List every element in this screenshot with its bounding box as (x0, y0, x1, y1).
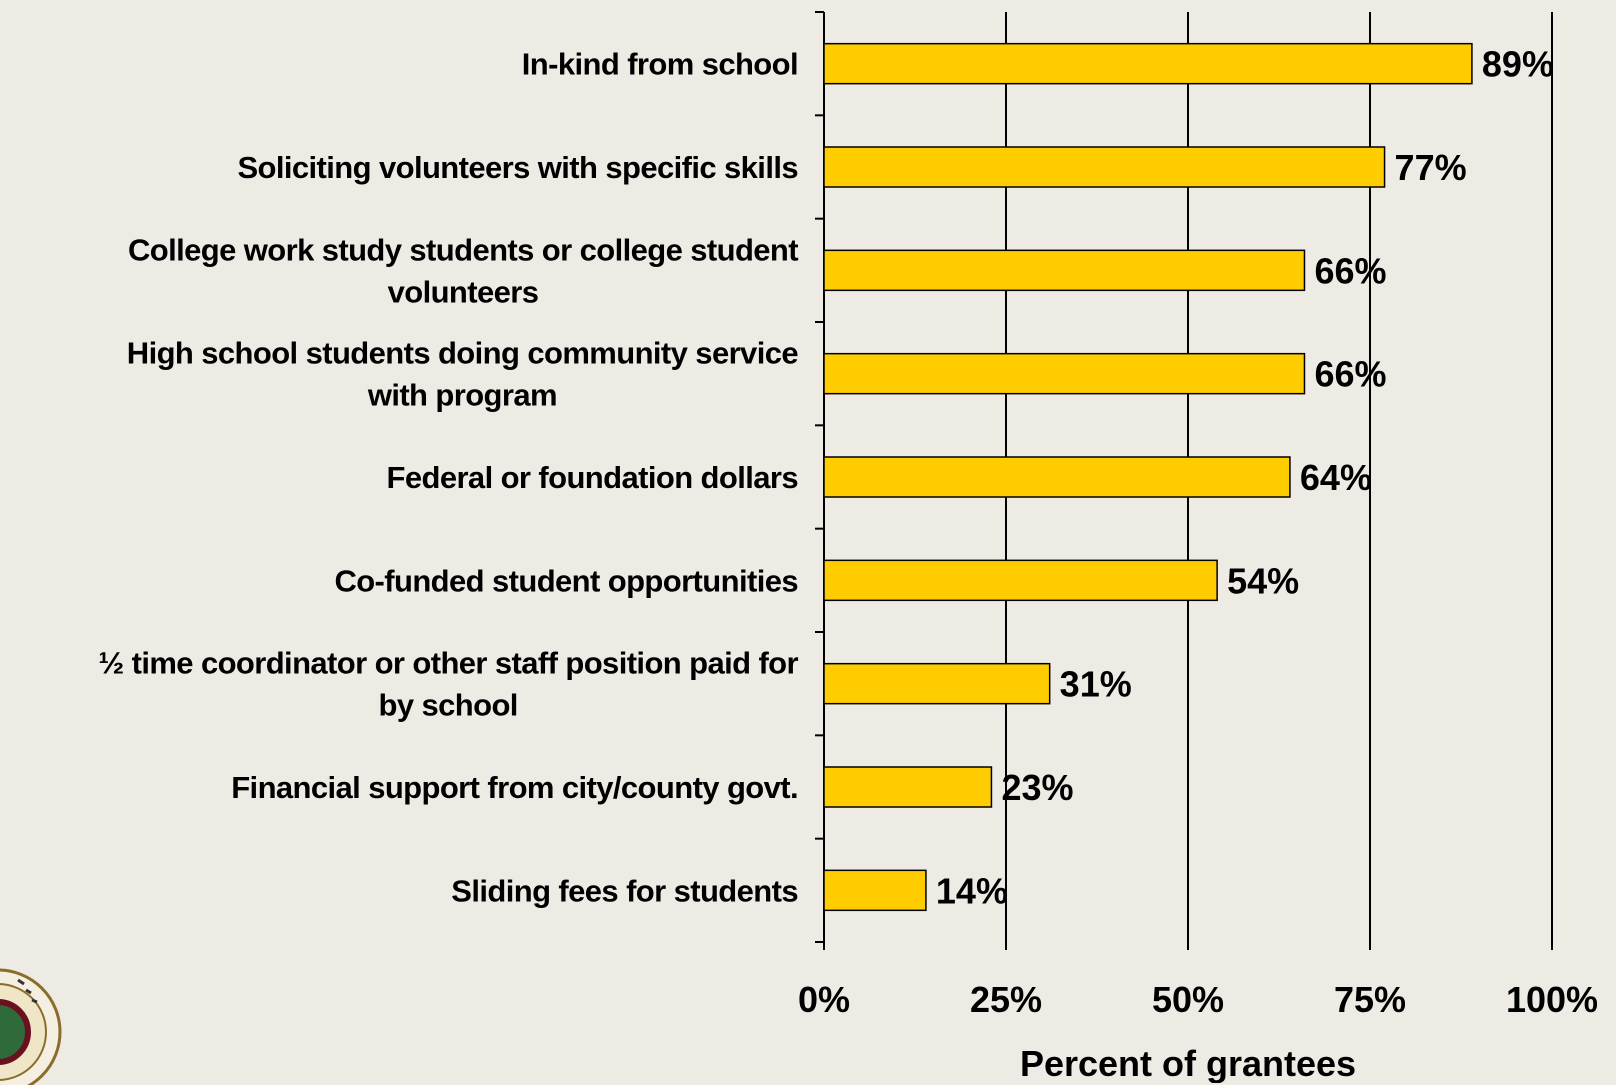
x-tick-label: 0% (798, 979, 850, 1020)
value-labels: 89% 77% 66% 66% 64% 54% 31% 23% 14% (936, 44, 1554, 912)
category-label-line: Soliciting volunteers with specific skil… (237, 150, 798, 185)
category-label-line: Sliding fees for students (451, 873, 798, 908)
bar (823, 456, 1291, 498)
category-label-line: High school students doing community ser… (127, 336, 799, 371)
value-label: 23% (1001, 767, 1073, 808)
bar (823, 146, 1386, 188)
value-label: 31% (1060, 664, 1132, 705)
category-label-line: In-kind from school (522, 47, 798, 82)
value-label: 66% (1314, 250, 1386, 291)
bar (823, 42, 1473, 85)
bar (823, 249, 1306, 292)
value-label: 89% (1482, 44, 1554, 85)
x-tick-label: 25% (970, 979, 1042, 1020)
value-label: 14% (936, 870, 1008, 911)
x-axis-title: Percent of grantees (1020, 1043, 1356, 1083)
bar (823, 869, 927, 912)
category-label: Sliding fees for students (451, 873, 798, 908)
bar (823, 352, 1306, 395)
x-axis-ticks: 0% 25% 50% 75% 100% (798, 11, 1598, 1020)
category-label-line: by school (379, 688, 518, 723)
category-label-line: Federal or foundation dollars (387, 460, 798, 495)
category-label: Co-funded student opportunities (334, 563, 798, 598)
bars (823, 42, 1473, 912)
category-label: College work study students or college s… (128, 232, 798, 309)
category-label: High school students doing community ser… (127, 336, 799, 413)
value-label: 54% (1227, 560, 1299, 601)
category-label-line: ½ time coordinator or other staff positi… (98, 646, 798, 681)
value-label: 77% (1395, 147, 1467, 188)
x-tick-label: 50% (1152, 979, 1224, 1020)
category-label: Financial support from city/county govt. (231, 770, 798, 805)
category-label: In-kind from school (522, 47, 798, 82)
x-tick-label: 100% (1506, 979, 1598, 1020)
category-label: Federal or foundation dollars (387, 460, 798, 495)
bar (823, 559, 1218, 602)
category-label-line: Financial support from city/county govt. (231, 770, 798, 805)
category-label-line: Co-funded student opportunities (334, 563, 798, 598)
bar (823, 766, 993, 808)
university-seal-logo (0, 968, 62, 1085)
category-labels: In-kind from school Soliciting volunteers… (98, 47, 799, 909)
value-label: 66% (1314, 354, 1386, 395)
value-label: 64% (1300, 457, 1372, 498)
category-label-line: volunteers (388, 274, 539, 309)
bar (823, 662, 1051, 705)
category-label-line: with program (367, 378, 557, 413)
category-label-line: College work study students or college s… (128, 232, 798, 267)
category-label: Soliciting volunteers with specific skil… (237, 150, 798, 185)
category-label: ½ time coordinator or other staff positi… (98, 646, 798, 723)
x-tick-label: 75% (1334, 979, 1406, 1020)
